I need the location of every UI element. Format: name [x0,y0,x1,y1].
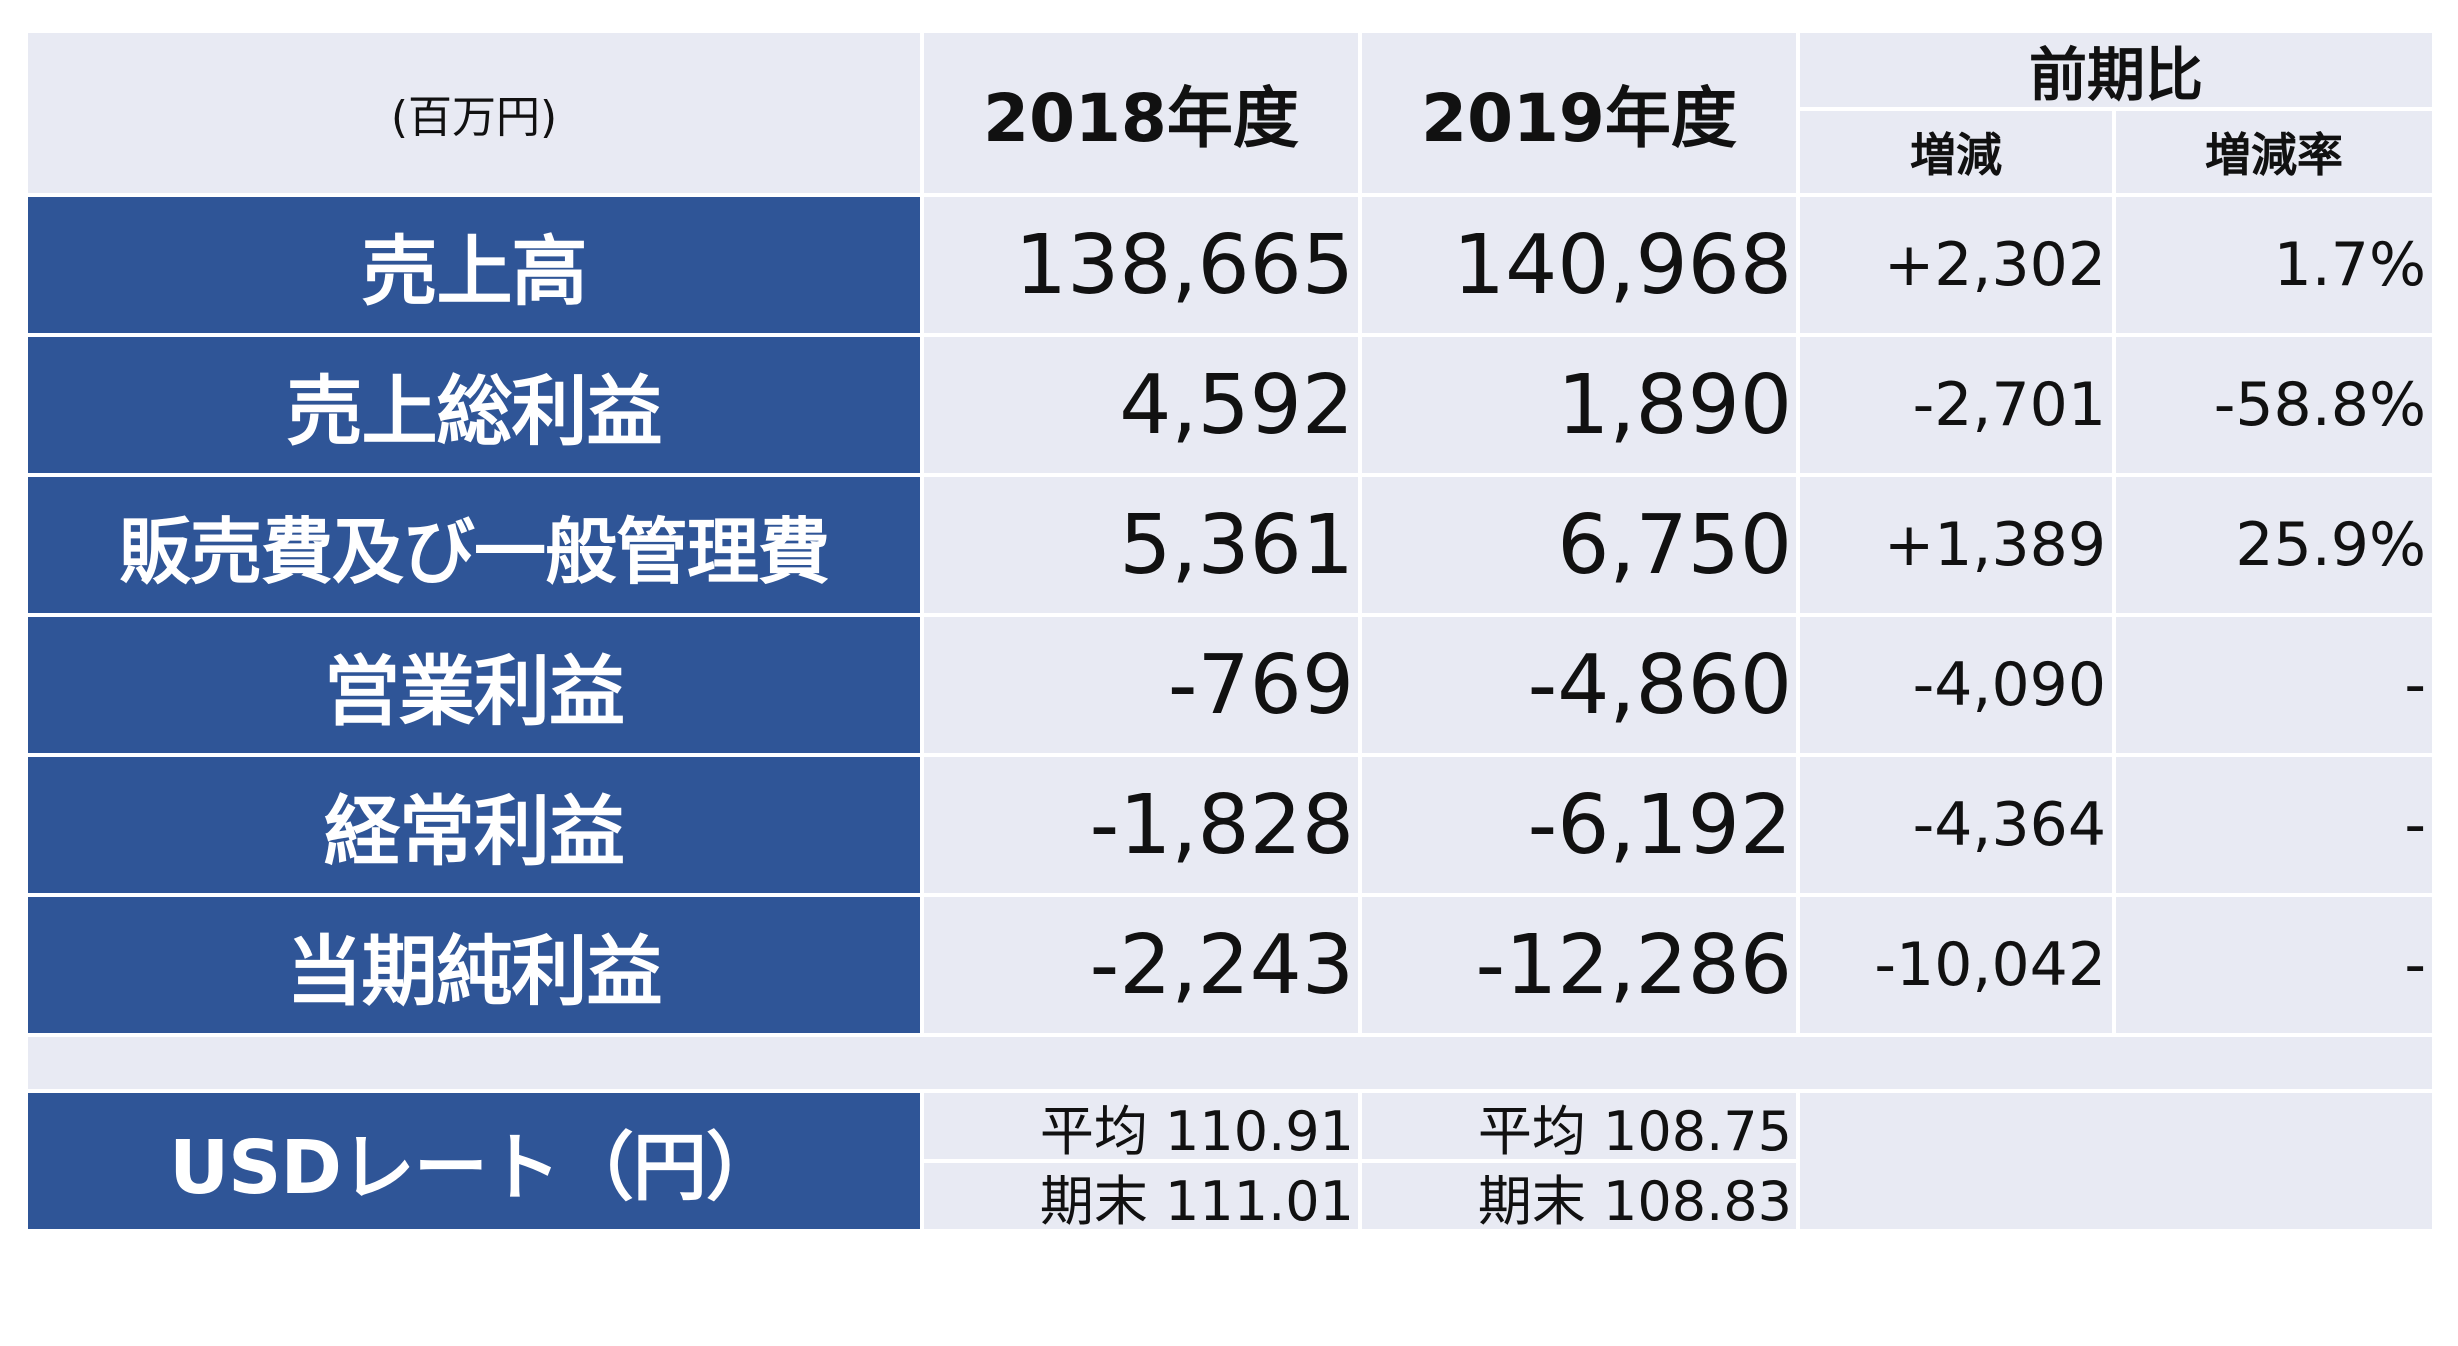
table-row: 販売費及び一般管理費 5,361 6,750 +1,389 25.9% [28,477,2432,613]
value-2019: -12,286 [1362,897,1796,1033]
value-rate: 1.7% [2116,197,2432,333]
value-rate: - [2116,617,2432,753]
header-yoy-group: 前期比 [1800,33,2432,109]
table-row: 経常利益 -1,828 -6,192 -4,364 - [28,757,2432,893]
value-2019: 1,890 [1362,337,1796,473]
value-diff: +1,389 [1800,477,2112,613]
value-rate: - [2116,757,2432,893]
usd-end-2019: 期末 108.83 [1362,1163,1796,1233]
value-diff: +2,302 [1800,197,2112,333]
row-label: 当期純利益 [28,897,920,1033]
header-2018: 2018年度 [924,33,1358,193]
row-label: 売上高 [28,197,920,333]
row-label: 売上総利益 [28,337,920,473]
value-2019: -4,860 [1362,617,1796,753]
usd-rate-row: USDレート（円） 平均 110.91 期末 111.01 平均 108.75 … [28,1093,2432,1233]
value-2018: -1,828 [924,757,1358,893]
value-2018: 138,665 [924,197,1358,333]
value-rate: 25.9% [2116,477,2432,613]
value-2019: -6,192 [1362,757,1796,893]
value-diff: -2,701 [1800,337,2112,473]
table-row: 売上総利益 4,592 1,890 -2,701 -58.8% [28,337,2432,473]
value-diff: -4,364 [1800,757,2112,893]
value-2018: 5,361 [924,477,1358,613]
table-row: 営業利益 -769 -4,860 -4,090 - [28,617,2432,753]
row-label: 営業利益 [28,617,920,753]
value-2018: -2,243 [924,897,1358,1033]
unit-label: (百万円) [28,33,920,193]
value-2019: 140,968 [1362,197,1796,333]
value-rate: - [2116,897,2432,1033]
row-label: 経常利益 [28,757,920,893]
usd-empty-cell [1800,1093,2432,1229]
value-diff: -4,090 [1800,617,2112,753]
usd-avg-2019: 平均 108.75 [1362,1093,1796,1163]
value-2018: -769 [924,617,1358,753]
usd-avg-2018: 平均 110.91 [924,1093,1358,1163]
usd-end-2018: 期末 111.01 [924,1163,1358,1233]
value-2019: 6,750 [1362,477,1796,613]
table-row: 売上高 138,665 140,968 +2,302 1.7% [28,197,2432,333]
table-row: 当期純利益 -2,243 -12,286 -10,042 - [28,897,2432,1033]
header-rate: 増減率 [2116,111,2432,193]
header-diff: 増減 [1800,111,2112,193]
spacer-row [28,1037,2432,1089]
header-2019: 2019年度 [1362,33,1796,193]
header-row: (百万円) 2018年度 2019年度 前期比 増減 増減率 [28,33,2432,193]
row-label: 販売費及び一般管理費 [28,477,920,613]
value-2018: 4,592 [924,337,1358,473]
value-diff: -10,042 [1800,897,2112,1033]
usd-rate-label: USDレート（円） [28,1093,920,1229]
value-rate: -58.8% [2116,337,2432,473]
